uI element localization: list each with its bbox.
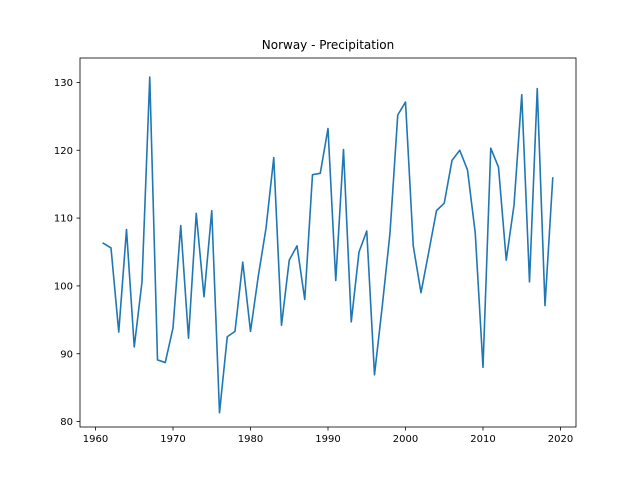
data-point — [226, 336, 228, 338]
data-point — [552, 177, 554, 179]
x-tick-label: 2020 — [548, 434, 573, 445]
data-point — [265, 227, 267, 229]
data-point — [536, 88, 538, 90]
data-point — [257, 276, 259, 278]
data-point — [335, 280, 337, 282]
x-tick-label: 1980 — [238, 434, 263, 445]
data-point — [242, 261, 244, 263]
data-point — [133, 346, 135, 348]
data-point — [397, 114, 399, 116]
data-point — [467, 169, 469, 171]
plot-frame — [79, 57, 577, 428]
data-point — [350, 321, 352, 323]
data-point — [102, 242, 104, 244]
data-point — [505, 259, 507, 261]
plot-series — [102, 76, 554, 414]
data-point — [195, 213, 197, 215]
data-point — [110, 247, 112, 249]
data-point — [304, 299, 306, 301]
data-point — [281, 324, 283, 326]
data-point — [521, 94, 523, 96]
data-point — [211, 210, 213, 212]
data-point — [513, 204, 515, 206]
data-point — [250, 331, 252, 333]
x-tick-label: 1990 — [315, 434, 340, 445]
y-axis: 80 90 100 110 120 130 — [54, 78, 80, 428]
data-point — [296, 245, 298, 247]
y-tick-label: 120 — [54, 146, 73, 157]
y-tick-label: 130 — [54, 78, 73, 89]
data-point — [428, 251, 430, 253]
data-point — [343, 149, 345, 151]
data-point — [312, 174, 314, 176]
data-point — [149, 76, 151, 78]
y-tick-label: 90 — [60, 349, 73, 360]
data-point — [288, 259, 290, 261]
x-tick-label: 1960 — [83, 434, 108, 445]
data-point — [405, 101, 407, 103]
data-point — [374, 374, 376, 376]
data-point — [358, 251, 360, 253]
data-point — [544, 305, 546, 307]
data-point — [420, 292, 422, 294]
data-point — [327, 128, 329, 130]
y-tick-label: 100 — [54, 282, 73, 293]
series-line — [102, 76, 554, 414]
data-point — [157, 359, 159, 361]
x-axis: 1960 1970 1980 1990 2000 2010 2020 — [83, 427, 573, 445]
y-tick-label: 80 — [60, 417, 73, 428]
chart-title: Norway - Precipitation — [262, 38, 395, 52]
data-point — [164, 362, 166, 364]
data-point — [436, 210, 438, 212]
data-point — [180, 225, 182, 227]
data-point — [118, 331, 120, 333]
data-point — [451, 160, 453, 162]
data-point — [203, 296, 205, 298]
data-point — [273, 157, 275, 159]
data-point — [474, 232, 476, 234]
y-tick-label: 110 — [54, 214, 73, 225]
data-point — [172, 327, 174, 329]
data-point — [126, 229, 128, 231]
data-point — [490, 147, 492, 149]
data-point — [412, 245, 414, 247]
data-point — [219, 412, 221, 414]
data-point — [482, 367, 484, 369]
data-point — [319, 173, 321, 175]
data-point — [529, 281, 531, 283]
data-point — [141, 281, 143, 283]
x-tick-label: 1970 — [160, 434, 185, 445]
data-point — [498, 166, 500, 168]
data-point — [459, 149, 461, 151]
data-point — [188, 337, 190, 339]
data-point — [381, 305, 383, 307]
data-point — [443, 202, 445, 204]
x-tick-label: 2010 — [470, 434, 495, 445]
data-point — [234, 331, 236, 333]
data-point — [366, 230, 368, 232]
x-tick-label: 2000 — [393, 434, 418, 445]
data-point — [389, 232, 391, 234]
